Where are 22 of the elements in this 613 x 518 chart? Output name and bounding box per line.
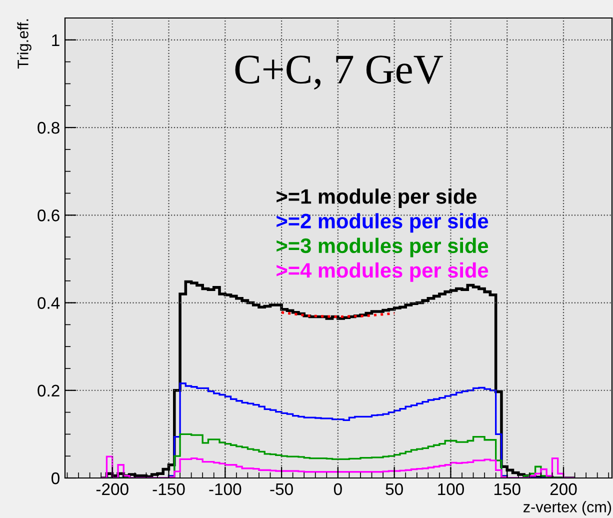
y-axis-title: Trig.eff.: [17, 19, 32, 69]
x-tick-label: 200: [550, 483, 577, 496]
x-tick-label: 50: [386, 483, 403, 496]
x-tick-label: 100: [438, 483, 464, 496]
x-tick-label: -200: [96, 483, 128, 496]
text: >=3 modules per side: [276, 238, 488, 258]
x-axis-title: z-vertex (cm): [524, 501, 612, 516]
x-tick-label: -150: [152, 483, 185, 496]
x-tick-label: 0: [334, 483, 342, 496]
x-tick-label: -100: [209, 483, 242, 496]
y-tick-label: 0.4: [38, 297, 60, 309]
y-tick-label: 0.6: [38, 210, 60, 222]
x-tick-label: 150: [494, 483, 520, 496]
text: C+C, 7 GeV: [235, 56, 443, 90]
text: >=4 modules per side: [276, 262, 488, 282]
text: >=1 module per side: [276, 188, 476, 208]
text: >=2 modules per side: [276, 213, 488, 233]
y-tick-label: 0.2: [38, 384, 60, 397]
x-tick-label: -50: [270, 483, 293, 496]
y-tick-label: 1: [52, 34, 60, 46]
y-tick-label: 0: [52, 472, 60, 484]
y-tick-label: 0.8: [38, 122, 60, 134]
